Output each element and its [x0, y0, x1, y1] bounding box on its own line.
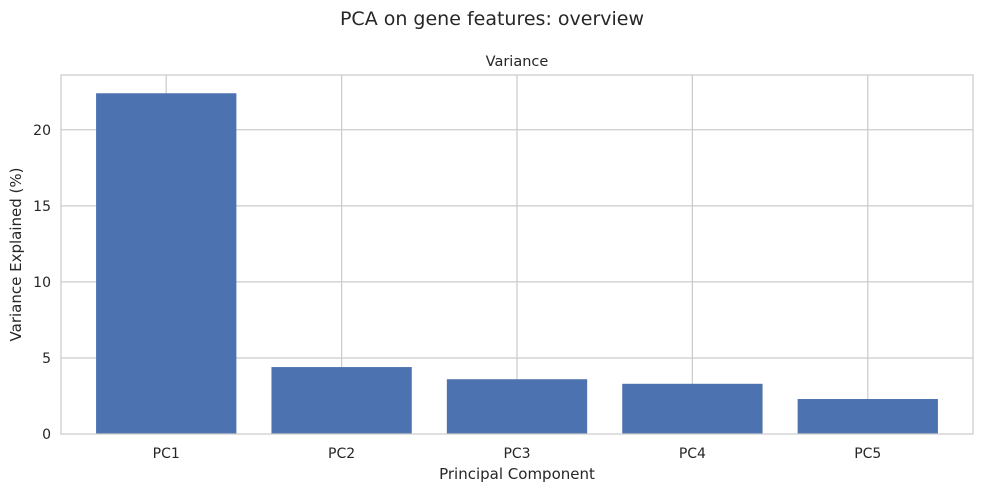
bar-pc2 [271, 367, 412, 434]
bar-layer [96, 93, 938, 434]
bar-pc5 [797, 399, 938, 434]
x-tick-label: PC1 [153, 446, 180, 462]
y-tick-label: 15 [33, 199, 51, 215]
figure-suptitle: PCA on gene features: overview [340, 8, 644, 30]
bar-pc4 [622, 383, 763, 434]
tick-label-layer: 0 5 10 15 20 PC1 PC2 PC3 PC4 PC5 [33, 123, 881, 462]
x-tick-label: PC5 [854, 446, 881, 462]
axes-title: Variance [486, 54, 549, 70]
bar-pc3 [446, 379, 588, 434]
y-axis-label: Variance Explained (%) [7, 168, 25, 342]
y-tick-label: 20 [33, 123, 51, 139]
x-tick-label: PC3 [503, 446, 530, 462]
x-tick-label: PC2 [328, 446, 355, 462]
x-axis-label: Principal Component [439, 465, 595, 483]
bar-pc1 [96, 93, 237, 434]
y-tick-label: 5 [42, 351, 51, 367]
y-tick-label: 0 [42, 427, 51, 443]
plot-frame [60, 74, 974, 435]
x-tick-label: PC4 [679, 446, 706, 462]
y-tick-label: 10 [33, 275, 51, 291]
